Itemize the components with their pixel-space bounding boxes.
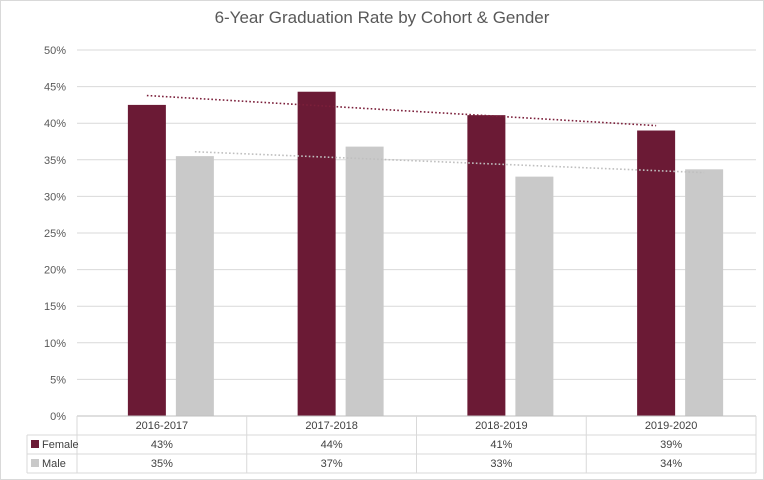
bar-female-2018-2019 [467,115,506,416]
y-tick-label: 15% [44,301,66,313]
y-tick-label: 0% [50,411,66,423]
bar-male-2016-2017 [175,156,214,416]
data-label-female: 39% [660,439,682,451]
legend-label-male: Male [42,458,66,470]
x-tick-label: 2016-2017 [136,420,189,432]
trendline-female [146,94,657,127]
y-tick-label: 5% [50,374,66,386]
y-tick-label: 30% [44,191,66,203]
x-tick-label: 2017-2018 [305,420,358,432]
legend-swatch-male [31,459,39,467]
bar-male-2018-2019 [515,176,554,416]
y-axis: 0% 5% 10% 15% 20% 25% 30% 35% 40% 45% 50% [44,45,66,423]
data-label-female: 44% [321,439,343,451]
y-tick-label: 35% [44,155,66,167]
data-label-female: 43% [151,439,173,451]
trendlines [146,94,705,174]
y-tick-label: 20% [44,265,66,277]
bar-female-2019-2020 [637,130,676,416]
y-tick-label: 40% [44,118,66,130]
data-table: 2016-2017 2017-2018 2018-2019 2019-2020 Fema… [26,415,757,474]
x-tick-label: 2018-2019 [475,420,528,432]
bar-female-2017-2018 [297,91,336,416]
bars [127,91,724,417]
bar-female-2016-2017 [127,104,166,417]
data-label-male: 34% [660,458,682,470]
y-tick-label: 50% [44,45,66,57]
data-label-male: 37% [321,458,343,470]
bar-male-2017-2018 [345,146,384,416]
trendline-male [194,150,705,174]
chart-title: 6-Year Graduation Rate by Cohort & Gende… [214,8,550,27]
y-tick-label: 45% [44,82,66,94]
legend-label-female: Female [42,439,79,451]
y-tick-label: 25% [44,228,66,240]
y-tick-label: 10% [44,338,66,350]
bar-male-2019-2020 [685,169,724,416]
data-label-male: 33% [490,458,512,470]
legend-swatch-female [31,440,39,448]
data-label-female: 41% [490,439,512,451]
data-label-male: 35% [151,458,173,470]
x-tick-label: 2019-2020 [645,420,698,432]
